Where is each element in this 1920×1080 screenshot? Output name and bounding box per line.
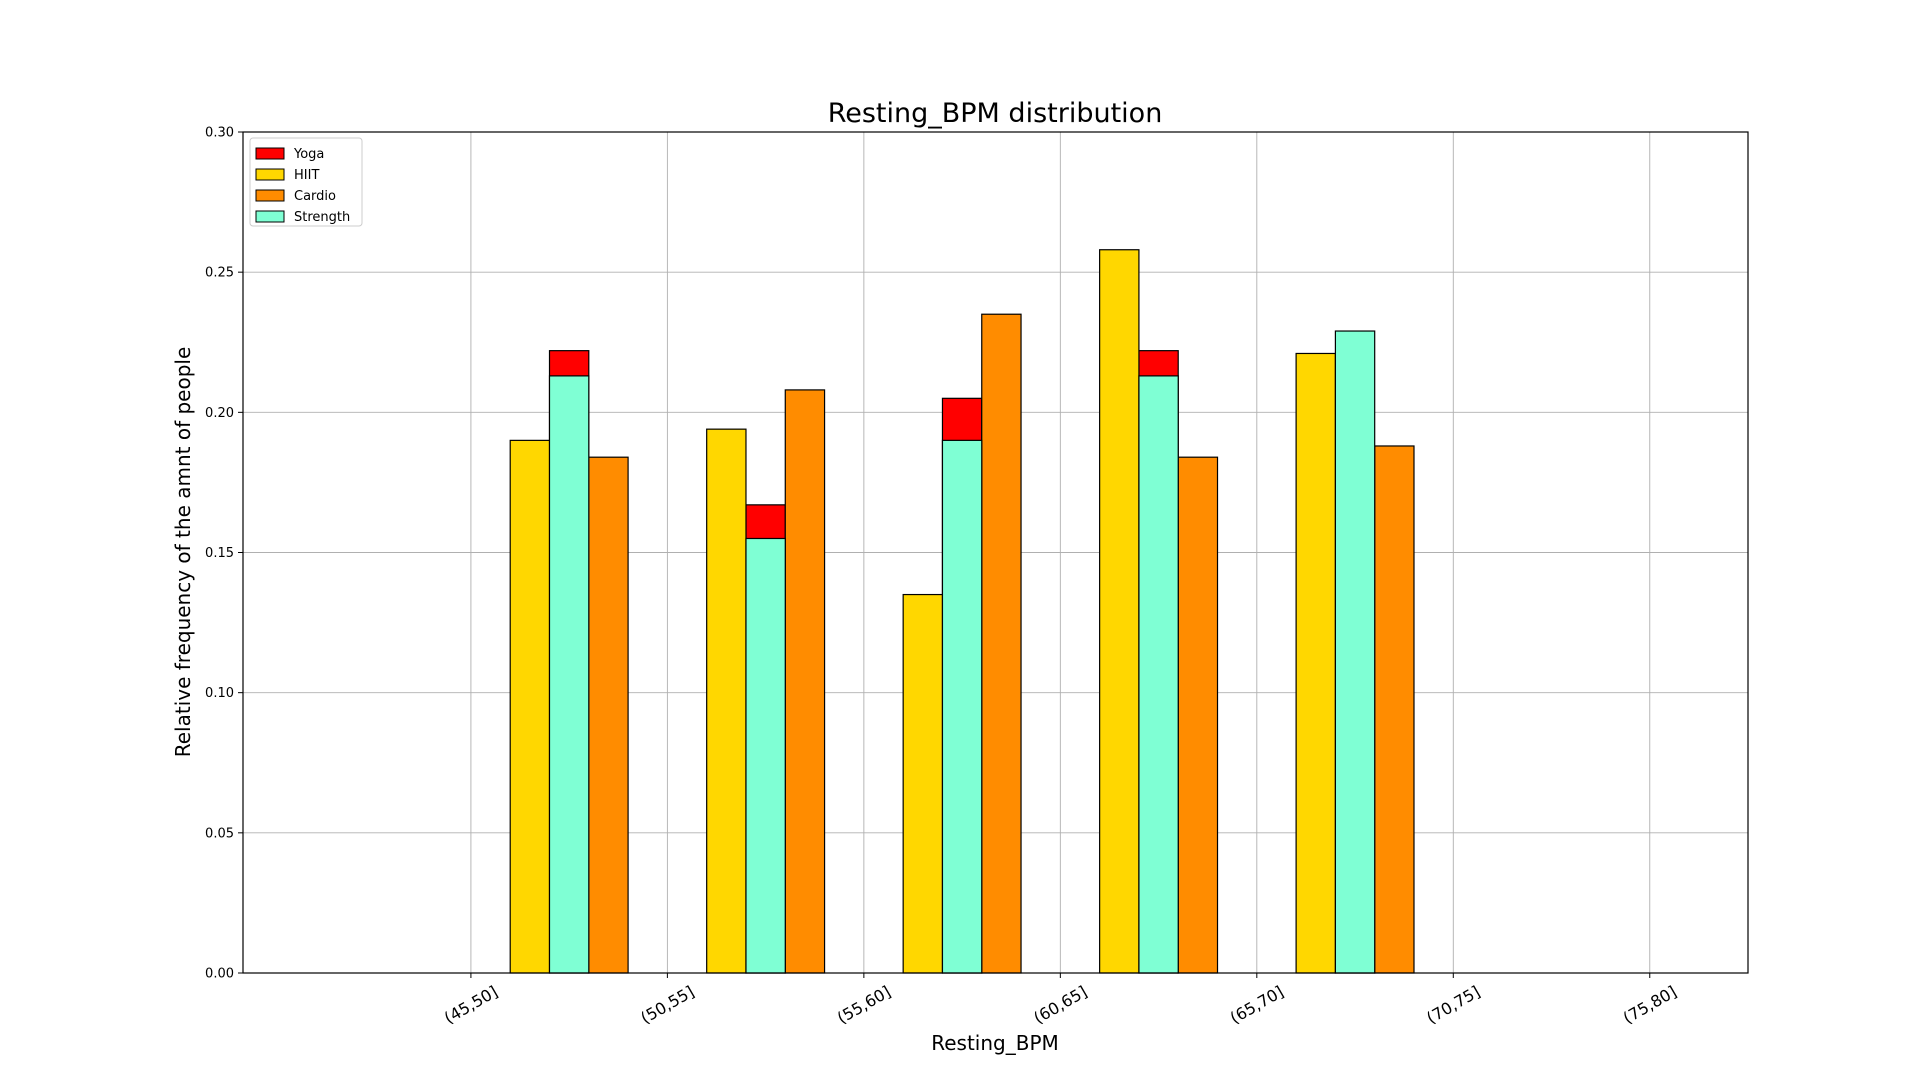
y-tick-label: 0.05: [205, 826, 234, 841]
x-axis: (45,50] (50,55] (55,60] (60,65] (65,70] (70,7…: [441, 973, 1680, 1028]
x-tick-label: (55,60]: [834, 982, 894, 1028]
x-tick-label: (65,70]: [1227, 982, 1287, 1028]
chart-title: Resting_BPM distribution: [828, 98, 1163, 129]
legend-label: Yoga: [293, 147, 324, 162]
bar-hiit: [509, 439, 551, 974]
bar-cardio: [588, 456, 629, 974]
legend-swatch: [255, 189, 285, 202]
bar-cardio: [784, 389, 826, 974]
legend: Yoga HIIT Cardio Strength: [249, 137, 363, 227]
legend-swatch: [255, 210, 285, 223]
bar-hiit: [902, 593, 944, 974]
y-tick-label: 0.15: [205, 546, 234, 561]
bar-strength: [1334, 330, 1376, 974]
y-tick-label: 0.25: [205, 266, 234, 281]
legend-label: HIIT: [294, 168, 319, 183]
legend-swatch: [255, 147, 285, 160]
bar-strength: [941, 439, 983, 974]
bar-strength: [745, 537, 786, 974]
legend-swatch: [255, 168, 285, 181]
y-axis-label: Relative frequency of the amnt of people: [171, 347, 195, 758]
bar-hiit: [706, 428, 747, 974]
bars: [509, 249, 1415, 974]
bar-hiit: [1099, 249, 1140, 974]
x-tick-label: (50,55]: [637, 982, 697, 1028]
legend-label: Cardio: [294, 189, 336, 204]
legend-label: Strength: [294, 210, 350, 225]
bar-hiit: [1295, 352, 1337, 974]
x-tick-label: (60,65]: [1030, 982, 1090, 1028]
bar-strength: [1138, 375, 1179, 974]
legend-box: [249, 137, 363, 227]
x-tick-label: (45,50]: [441, 982, 501, 1028]
bar-cardio: [1374, 445, 1415, 974]
y-tick-label: 0.00: [205, 967, 234, 982]
bar-cardio: [1177, 456, 1219, 974]
x-axis-label: Resting_BPM: [931, 1031, 1059, 1055]
y-tick-label: 0.10: [205, 686, 234, 701]
y-axis: 0.00 0.05 0.10 0.15 0.20 0.25 0.30: [205, 126, 243, 982]
bar-cardio: [981, 313, 1022, 974]
x-tick-label: (70,75]: [1423, 982, 1483, 1028]
y-tick-label: 0.30: [205, 126, 234, 141]
x-tick-label: (75,80]: [1620, 982, 1680, 1028]
bar-strength: [548, 375, 590, 974]
y-tick-label: 0.20: [205, 406, 234, 421]
